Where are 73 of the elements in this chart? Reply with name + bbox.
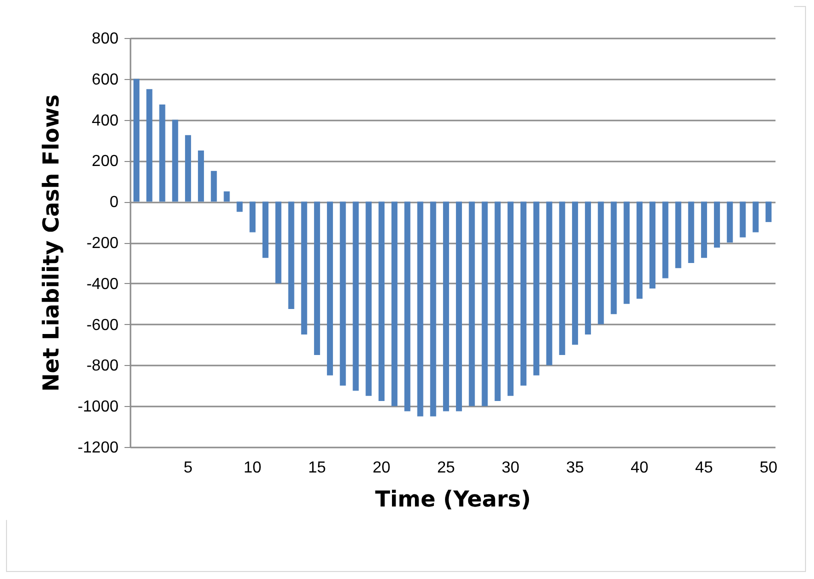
bar xyxy=(378,202,385,401)
bar xyxy=(443,202,450,412)
x-tick-label: 40 xyxy=(630,460,649,476)
bar xyxy=(326,202,333,376)
bar xyxy=(533,202,540,376)
bar xyxy=(636,202,643,299)
bar xyxy=(494,202,501,401)
bar xyxy=(198,150,204,202)
x-tick-label: 25 xyxy=(437,460,456,476)
y-tick-label: 0 xyxy=(110,194,119,212)
x-tick-label: 30 xyxy=(502,460,520,476)
bar xyxy=(520,202,526,386)
bar xyxy=(404,202,410,412)
bar xyxy=(159,104,166,202)
bar xyxy=(301,202,308,335)
y-tick-label: -1200 xyxy=(78,440,119,456)
bar xyxy=(624,202,630,304)
bar xyxy=(662,202,668,278)
bar xyxy=(508,202,514,396)
y-axis-title: Net Liability Cash Flows xyxy=(40,94,65,392)
x-tick-label: 5 xyxy=(184,460,193,476)
bar xyxy=(598,202,604,324)
bar xyxy=(340,202,346,386)
bar xyxy=(726,202,733,242)
bar xyxy=(610,202,617,314)
bar xyxy=(391,202,398,406)
bar xyxy=(714,202,720,248)
bar xyxy=(352,202,359,391)
bar xyxy=(701,202,708,258)
bar xyxy=(366,202,372,396)
x-tick-label: 35 xyxy=(566,460,584,476)
bar xyxy=(752,202,759,232)
bar xyxy=(172,120,178,202)
y-tick-label: -400 xyxy=(86,276,119,293)
bar xyxy=(133,78,140,202)
bar xyxy=(417,202,424,416)
bar xyxy=(675,202,682,268)
bar xyxy=(584,202,591,335)
bar xyxy=(275,202,282,284)
y-tick-label: -1000 xyxy=(78,398,119,416)
bar xyxy=(288,202,294,309)
y-tick-label: -600 xyxy=(86,316,119,334)
bar xyxy=(468,202,475,406)
bar xyxy=(740,202,746,238)
x-tick-label: 15 xyxy=(308,460,326,476)
x-tick-label: 20 xyxy=(372,460,391,476)
bar xyxy=(430,202,436,416)
y-tick-label: 400 xyxy=(92,112,119,130)
bar xyxy=(250,202,256,232)
bar xyxy=(456,202,462,412)
y-tick-label: -800 xyxy=(86,358,119,375)
bar xyxy=(210,170,217,202)
y-tick-label: 200 xyxy=(92,153,119,170)
y-tick-label: 800 xyxy=(92,30,119,48)
bar xyxy=(224,191,230,202)
bar xyxy=(236,202,243,212)
bar xyxy=(688,202,694,263)
bar xyxy=(572,202,578,345)
bar xyxy=(482,202,488,406)
x-axis-title: Time (Years) xyxy=(375,488,531,512)
bar xyxy=(649,202,656,289)
bar xyxy=(559,202,566,355)
x-tick-label: 45 xyxy=(695,460,714,476)
bar xyxy=(262,202,268,258)
x-tick-label: 10 xyxy=(244,460,262,476)
bar xyxy=(766,202,772,222)
bar xyxy=(546,202,552,366)
y-tick-label: 600 xyxy=(92,71,119,88)
x-tick-label: 50 xyxy=(760,460,778,476)
bar xyxy=(185,135,192,202)
y-tick-label: -200 xyxy=(86,235,119,252)
bar xyxy=(146,89,152,202)
bar xyxy=(314,202,320,355)
